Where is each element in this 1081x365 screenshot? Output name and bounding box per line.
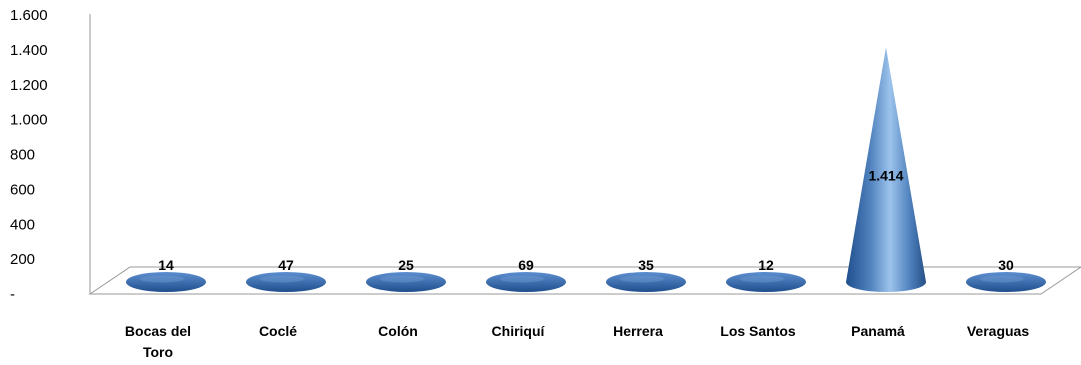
data-label: 35: [638, 257, 654, 273]
category-label: Veraguas: [967, 323, 1029, 339]
cone-highlight: [980, 275, 1024, 283]
y-tick-label: 200: [10, 251, 35, 268]
cone-highlight: [620, 275, 664, 283]
y-tick-label: 1.600: [10, 7, 48, 24]
cone-base: [486, 272, 566, 292]
data-label: 47: [278, 257, 294, 273]
y-tick-label: 1.000: [10, 112, 48, 129]
y-tick-label: 1.200: [10, 77, 48, 94]
cone-highlight: [140, 275, 184, 283]
cone-base: [366, 272, 446, 292]
cone-bar: [606, 272, 686, 292]
category-label: Coclé: [259, 323, 297, 339]
cone-bar: [726, 272, 806, 292]
category-label: Chiriquí: [492, 323, 546, 339]
y-tick-label: 400: [10, 216, 35, 233]
data-label: 30: [998, 257, 1014, 273]
cone-highlight: [260, 275, 304, 283]
cone-bar: [246, 272, 326, 292]
y-tick-label: -: [10, 286, 15, 303]
cone-bar: [966, 272, 1046, 292]
data-label: 14: [158, 257, 174, 273]
cone-highlight: [740, 275, 784, 283]
cone-highlight: [500, 275, 544, 283]
category-label: Herrera: [613, 323, 663, 339]
category-label: Bocas del Toro: [125, 323, 191, 360]
cone-base: [246, 272, 326, 292]
cone-body: [846, 47, 926, 293]
cone-bar: [846, 47, 926, 293]
cone-base: [966, 272, 1046, 292]
category-label: Colón: [378, 323, 418, 339]
cone-base: [126, 272, 206, 292]
cone-bar: [486, 272, 566, 292]
data-label: 12: [758, 257, 774, 273]
y-tick-label: 600: [10, 181, 35, 198]
cone-highlight: [380, 275, 424, 283]
cone-base: [606, 272, 686, 292]
data-label: 1.414: [868, 168, 903, 184]
data-label: 69: [518, 257, 534, 273]
cone-bar: [366, 272, 446, 292]
data-label: 25: [398, 257, 414, 273]
category-label: Los Santos: [720, 323, 796, 339]
cone-base: [726, 272, 806, 292]
floor-plane: [88, 266, 1081, 295]
category-label: Panamá: [851, 323, 905, 339]
y-tick-label: 1.400: [10, 42, 48, 59]
cone-bar: [126, 272, 206, 292]
y-tick-label: 800: [10, 147, 35, 164]
